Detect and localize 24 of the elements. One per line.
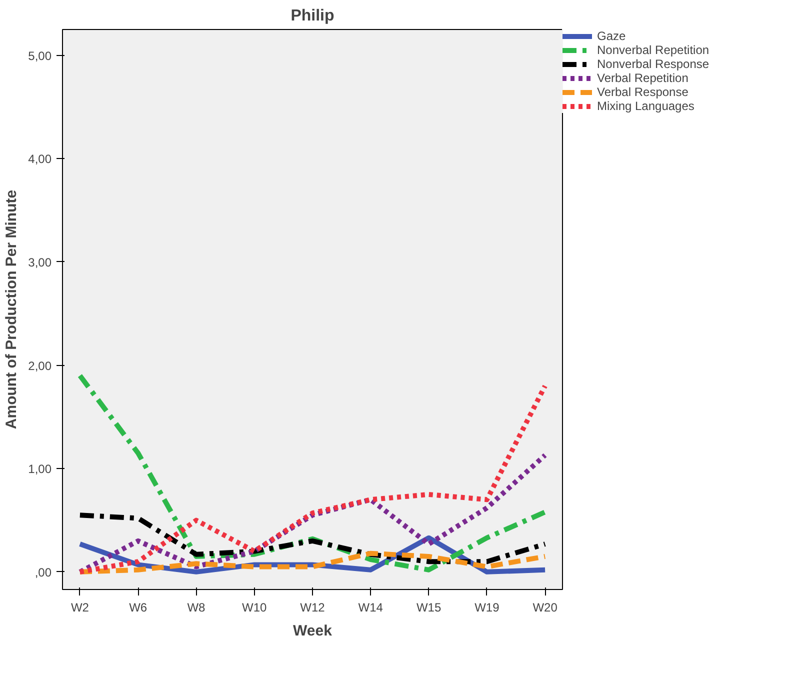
y-tick-label: 1,00 — [28, 462, 52, 476]
legend-label: Mixing Languages — [597, 99, 694, 113]
y-tick-label: 5,00 — [28, 48, 52, 63]
y-tick-label: 2,00 — [28, 358, 52, 373]
x-tick-label: W20 — [532, 600, 558, 614]
x-tick-label: W14 — [358, 600, 384, 614]
legend-label: Verbal Response — [597, 85, 688, 99]
legend-label: Nonverbal Repetition — [597, 43, 710, 57]
legend-label: Gaze — [597, 29, 626, 43]
legend-label: Verbal Repetition — [597, 71, 688, 85]
y-tick-label: 4,00 — [28, 152, 52, 166]
y-tick-label: ,00 — [34, 565, 52, 580]
legend-label: Nonverbal Response — [597, 57, 710, 71]
y-tick-label: 3,00 — [28, 255, 52, 270]
y-axis-title: Amount of Production Per Minute — [3, 190, 20, 430]
x-tick-label: W10 — [242, 600, 268, 614]
x-tick-label: W15 — [416, 600, 442, 614]
x-tick-label: W6 — [129, 600, 148, 614]
x-tick-label: W2 — [70, 600, 90, 614]
chart-title: Philip — [290, 8, 335, 24]
x-tick-label: W12 — [300, 600, 326, 614]
x-tick-label: W19 — [474, 600, 500, 614]
x-tick-label: W8 — [187, 600, 206, 614]
x-axis-title: Week — [293, 622, 333, 640]
